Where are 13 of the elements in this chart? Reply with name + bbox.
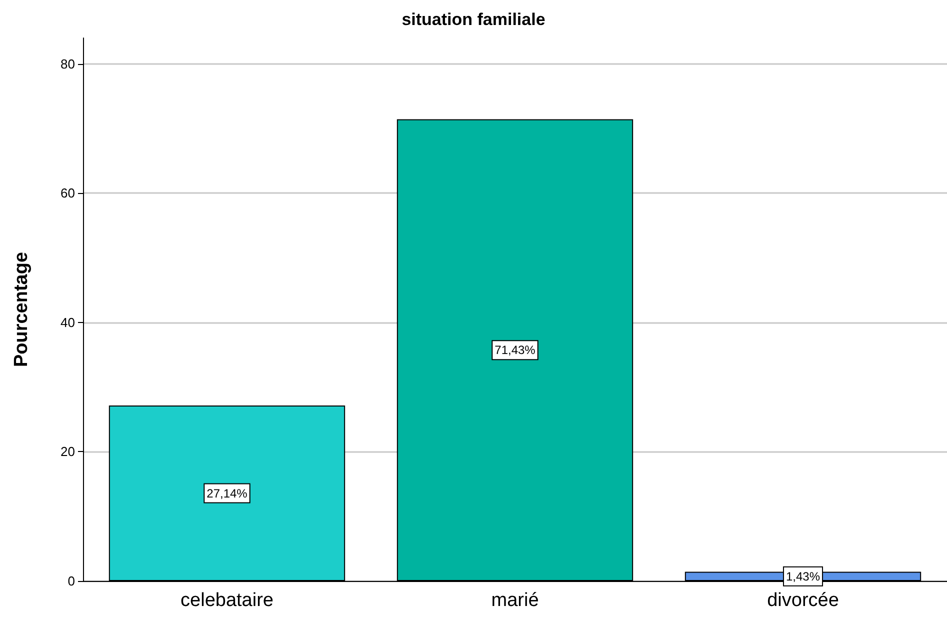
data-label: 71,43% [494, 343, 536, 358]
x-tick-label: marié [491, 590, 539, 611]
x-tick-label: celebataire [180, 590, 274, 611]
y-axis-title: Pourcentage [11, 252, 32, 368]
data-label: 27,14% [206, 486, 248, 500]
x-tick-label: divorcée [767, 590, 839, 611]
data-label: 1,43% [786, 569, 820, 584]
chart-title: situation familiale [402, 10, 546, 29]
y-tick-label: 40 [60, 314, 75, 330]
y-tick-label: 0 [68, 574, 75, 588]
y-tick-label: 60 [60, 186, 75, 201]
y-tick-label: 20 [60, 444, 75, 460]
y-tick-label: 80 [60, 56, 75, 72]
